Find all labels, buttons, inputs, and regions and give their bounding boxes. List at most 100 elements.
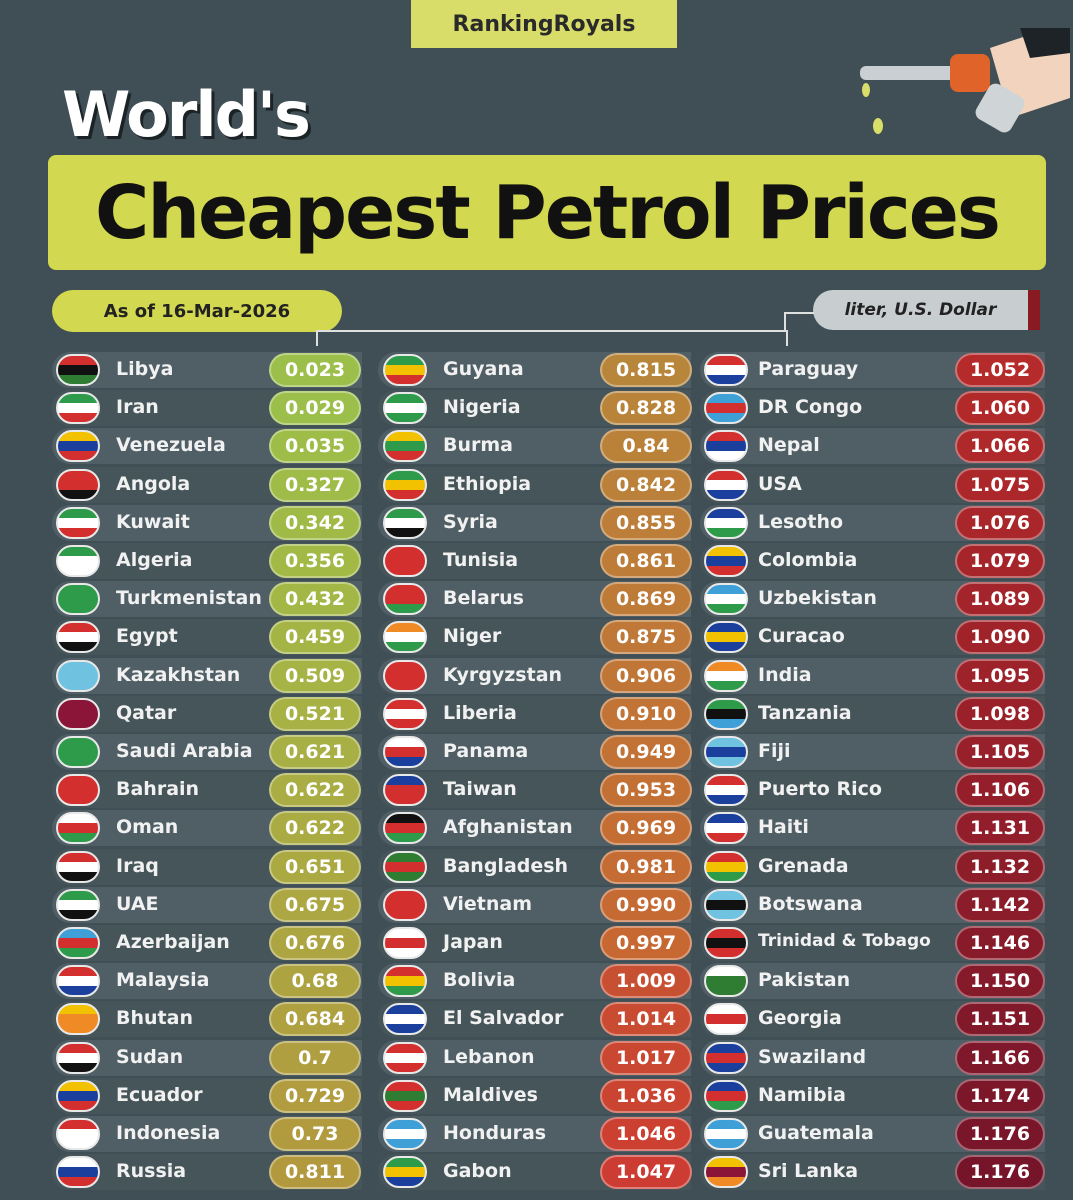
unit-label: liter, U.S. Dollar [813,290,1040,330]
price-value: 0.7 [269,1041,361,1075]
country-name: UAE [116,893,159,915]
country-flag-icon [56,583,100,615]
country-name: Niger [443,625,502,647]
country-name: Tanzania [758,702,852,724]
title-line-2: Cheapest Petrol Prices [95,169,1001,256]
country-flag-icon [383,354,427,386]
country-name: Indonesia [116,1122,221,1144]
price-value: 0.990 [600,888,692,922]
price-value: 0.729 [269,1079,361,1113]
connector-bracket-right [784,312,814,332]
country-flag-icon [56,1118,100,1150]
country-name: Iran [116,396,159,418]
price-value: 1.150 [955,964,1045,998]
country-name: Puerto Rico [758,778,882,800]
country-flag-icon [56,660,100,692]
price-value: 1.052 [955,353,1045,387]
country-flag-icon [704,1118,748,1150]
country-flag-icon [383,774,427,806]
price-value: 1.105 [955,735,1045,769]
country-name: Georgia [758,1007,842,1029]
country-flag-icon [704,354,748,386]
price-value: 1.131 [955,811,1045,845]
price-value: 0.029 [269,391,361,425]
price-value: 1.142 [955,888,1045,922]
country-flag-icon [56,736,100,768]
price-value: 1.176 [955,1117,1045,1151]
country-flag-icon [704,1003,748,1035]
country-name: Sudan [116,1046,184,1068]
country-flag-icon [383,1156,427,1188]
price-value: 0.676 [269,926,361,960]
country-flag-icon [704,927,748,959]
country-flag-icon [56,774,100,806]
country-flag-icon [56,354,100,386]
country-name: DR Congo [758,396,863,418]
country-name: India [758,664,812,686]
country-flag-icon [704,736,748,768]
country-flag-icon [704,660,748,692]
country-flag-icon [383,927,427,959]
price-value: 0.811 [269,1155,361,1189]
price-value: 0.949 [600,735,692,769]
country-flag-icon [383,1080,427,1112]
country-name: Nigeria [443,396,521,418]
country-flag-icon [383,392,427,424]
country-name: Burma [443,434,513,456]
price-value: 0.521 [269,697,361,731]
country-flag-icon [383,660,427,692]
price-value: 0.622 [269,811,361,845]
date-label: As of 16-Mar-2026 [52,290,342,332]
country-name: Turkmenistan [116,587,262,609]
country-name: Sri Lanka [758,1160,859,1182]
country-flag-icon [56,621,100,653]
country-name: Russia [116,1160,187,1182]
price-value: 1.174 [955,1079,1045,1113]
price-value: 1.075 [955,468,1045,502]
price-value: 0.68 [269,964,361,998]
country-flag-icon [383,889,427,921]
country-name: Bangladesh [443,855,569,877]
country-flag-icon [704,774,748,806]
country-flag-icon [383,1003,427,1035]
country-flag-icon [383,1118,427,1150]
country-flag-icon [56,1042,100,1074]
country-name: Paraguay [758,358,859,380]
price-value: 1.047 [600,1155,692,1189]
country-flag-icon [383,851,427,883]
country-flag-icon [383,812,427,844]
price-value: 0.953 [600,773,692,807]
country-name: Gabon [443,1160,512,1182]
country-flag-icon [56,392,100,424]
country-flag-icon [56,545,100,577]
price-value: 0.356 [269,544,361,578]
country-flag-icon [56,1156,100,1188]
country-name: Ecuador [116,1084,203,1106]
country-name: Nepal [758,434,820,456]
country-name: Lebanon [443,1046,535,1068]
price-value: 0.875 [600,620,692,654]
country-name: Tunisia [443,549,519,571]
country-flag-icon [56,1080,100,1112]
country-flag-icon [383,621,427,653]
country-name: Colombia [758,549,858,571]
country-name: Swaziland [758,1046,867,1068]
country-name: El Salvador [443,1007,564,1029]
price-value: 0.621 [269,735,361,769]
country-flag-icon [56,430,100,462]
country-flag-icon [704,469,748,501]
country-flag-icon [383,698,427,730]
country-flag-icon [56,927,100,959]
country-name: Bhutan [116,1007,193,1029]
price-value: 1.106 [955,773,1045,807]
country-name: Kyrgyzstan [443,664,563,686]
price-value: 1.089 [955,582,1045,616]
country-name: Azerbaijan [116,931,230,953]
price-value: 0.855 [600,506,692,540]
price-value: 0.981 [600,850,692,884]
country-flag-icon [383,545,427,577]
country-flag-icon [704,851,748,883]
price-value: 0.327 [269,468,361,502]
fuel-nozzle-icon [860,28,1070,134]
country-name: Belarus [443,587,524,609]
